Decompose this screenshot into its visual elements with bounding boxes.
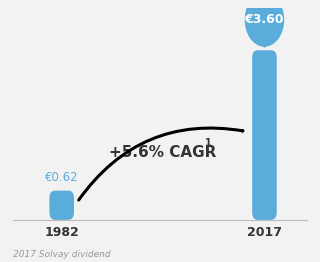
Circle shape — [245, 0, 284, 46]
Polygon shape — [259, 42, 270, 47]
FancyArrowPatch shape — [79, 128, 243, 200]
Text: 2017 Solvay dividend: 2017 Solvay dividend — [13, 250, 110, 259]
Text: €3.60: €3.60 — [245, 13, 284, 26]
Text: 2017: 2017 — [247, 226, 282, 239]
FancyBboxPatch shape — [252, 50, 277, 220]
Text: 1982: 1982 — [44, 226, 79, 239]
Text: €0.62: €0.62 — [45, 171, 78, 184]
Text: +5.6% CAGR: +5.6% CAGR — [109, 145, 217, 160]
FancyBboxPatch shape — [49, 191, 74, 220]
Text: 1: 1 — [204, 138, 211, 148]
